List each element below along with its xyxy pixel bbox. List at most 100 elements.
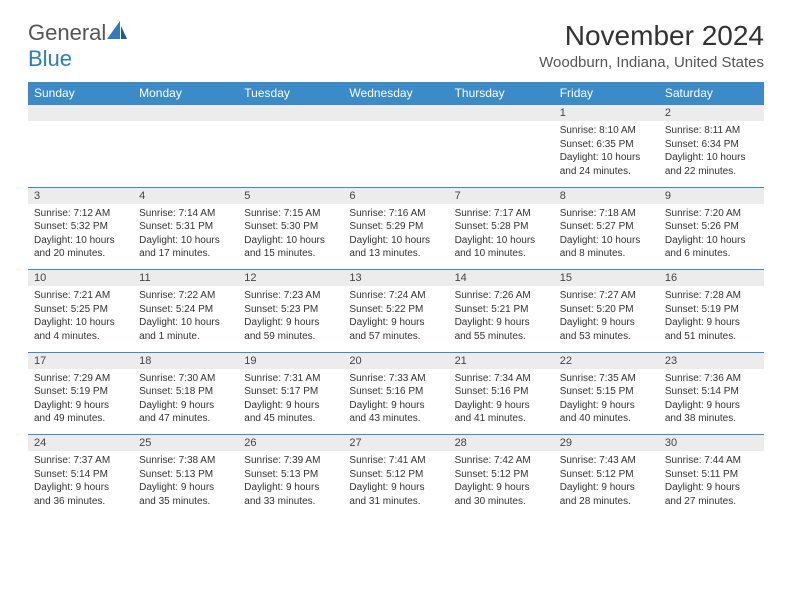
sunset-text: Sunset: 5:12 PM (455, 468, 548, 482)
day-body-cell: Sunrise: 7:43 AMSunset: 5:12 PMDaylight:… (554, 451, 659, 517)
day-body-cell: Sunrise: 7:37 AMSunset: 5:14 PMDaylight:… (28, 451, 133, 517)
daylight-text: Daylight: 10 hours and 6 minutes. (665, 234, 758, 261)
daylight-text: Daylight: 10 hours and 10 minutes. (455, 234, 548, 261)
day-header: Saturday (659, 82, 764, 105)
day-body-cell: Sunrise: 7:14 AMSunset: 5:31 PMDaylight:… (133, 204, 238, 270)
day-body-cell: Sunrise: 7:17 AMSunset: 5:28 PMDaylight:… (449, 204, 554, 270)
day-body-cell: Sunrise: 7:23 AMSunset: 5:23 PMDaylight:… (238, 286, 343, 352)
sunrise-text: Sunrise: 7:21 AM (34, 289, 127, 303)
daylight-text: Daylight: 10 hours and 20 minutes. (34, 234, 127, 261)
sunrise-text: Sunrise: 7:34 AM (455, 372, 548, 386)
day-number-cell (28, 105, 133, 122)
day-body-cell: Sunrise: 7:44 AMSunset: 5:11 PMDaylight:… (659, 451, 764, 517)
day-body-cell: Sunrise: 7:26 AMSunset: 5:21 PMDaylight:… (449, 286, 554, 352)
daylight-text: Daylight: 10 hours and 15 minutes. (244, 234, 337, 261)
sunrise-text: Sunrise: 7:18 AM (560, 207, 653, 221)
sail-icon (106, 20, 128, 40)
day-body-cell (28, 121, 133, 187)
week-body-row: Sunrise: 7:21 AMSunset: 5:25 PMDaylight:… (28, 286, 764, 352)
sunset-text: Sunset: 5:19 PM (665, 303, 758, 317)
month-title: November 2024 (539, 20, 764, 52)
sunrise-text: Sunrise: 7:26 AM (455, 289, 548, 303)
day-number-cell: 3 (28, 187, 133, 204)
day-number-cell: 2 (659, 105, 764, 122)
day-number-cell: 26 (238, 435, 343, 452)
day-number-cell: 18 (133, 352, 238, 369)
day-number-cell: 27 (343, 435, 448, 452)
day-body-cell: Sunrise: 8:11 AMSunset: 6:34 PMDaylight:… (659, 121, 764, 187)
day-body-cell: Sunrise: 7:38 AMSunset: 5:13 PMDaylight:… (133, 451, 238, 517)
sunset-text: Sunset: 5:26 PM (665, 220, 758, 234)
sunrise-text: Sunrise: 7:39 AM (244, 454, 337, 468)
sunrise-text: Sunrise: 7:44 AM (665, 454, 758, 468)
week-body-row: Sunrise: 7:37 AMSunset: 5:14 PMDaylight:… (28, 451, 764, 517)
day-number-cell: 12 (238, 270, 343, 287)
sunrise-text: Sunrise: 7:35 AM (560, 372, 653, 386)
logo-text: General Blue (28, 20, 128, 72)
day-number-cell: 6 (343, 187, 448, 204)
daylight-text: Daylight: 9 hours and 30 minutes. (455, 481, 548, 508)
day-number-cell (449, 105, 554, 122)
day-number-cell: 15 (554, 270, 659, 287)
sunset-text: Sunset: 5:29 PM (349, 220, 442, 234)
sunrise-text: Sunrise: 8:11 AM (665, 124, 758, 138)
day-body-cell (238, 121, 343, 187)
sunset-text: Sunset: 5:30 PM (244, 220, 337, 234)
week-number-row: 3456789 (28, 187, 764, 204)
day-number-cell: 8 (554, 187, 659, 204)
daylight-text: Daylight: 9 hours and 47 minutes. (139, 399, 232, 426)
day-body-cell: Sunrise: 7:31 AMSunset: 5:17 PMDaylight:… (238, 369, 343, 435)
logo: General Blue (28, 20, 128, 72)
title-block: November 2024 Woodburn, Indiana, United … (539, 20, 764, 71)
day-body-cell: Sunrise: 8:10 AMSunset: 6:35 PMDaylight:… (554, 121, 659, 187)
daylight-text: Daylight: 9 hours and 49 minutes. (34, 399, 127, 426)
day-body-cell: Sunrise: 7:35 AMSunset: 5:15 PMDaylight:… (554, 369, 659, 435)
day-number-cell: 28 (449, 435, 554, 452)
sunset-text: Sunset: 5:24 PM (139, 303, 232, 317)
sunset-text: Sunset: 5:13 PM (244, 468, 337, 482)
day-number-cell: 29 (554, 435, 659, 452)
day-number-cell (238, 105, 343, 122)
sunrise-text: Sunrise: 7:17 AM (455, 207, 548, 221)
day-number-cell: 16 (659, 270, 764, 287)
daylight-text: Daylight: 9 hours and 31 minutes. (349, 481, 442, 508)
sunset-text: Sunset: 5:22 PM (349, 303, 442, 317)
day-body-cell: Sunrise: 7:33 AMSunset: 5:16 PMDaylight:… (343, 369, 448, 435)
day-body-cell: Sunrise: 7:22 AMSunset: 5:24 PMDaylight:… (133, 286, 238, 352)
day-number-cell: 17 (28, 352, 133, 369)
day-number-cell: 13 (343, 270, 448, 287)
sunrise-text: Sunrise: 8:10 AM (560, 124, 653, 138)
day-body-cell: Sunrise: 7:18 AMSunset: 5:27 PMDaylight:… (554, 204, 659, 270)
sunset-text: Sunset: 5:12 PM (349, 468, 442, 482)
day-header: Tuesday (238, 82, 343, 105)
day-number-cell: 5 (238, 187, 343, 204)
daylight-text: Daylight: 9 hours and 45 minutes. (244, 399, 337, 426)
daylight-text: Daylight: 9 hours and 28 minutes. (560, 481, 653, 508)
day-number-cell: 4 (133, 187, 238, 204)
sunset-text: Sunset: 5:12 PM (560, 468, 653, 482)
day-body-cell: Sunrise: 7:30 AMSunset: 5:18 PMDaylight:… (133, 369, 238, 435)
daylight-text: Daylight: 10 hours and 4 minutes. (34, 316, 127, 343)
sunset-text: Sunset: 5:19 PM (34, 385, 127, 399)
week-body-row: Sunrise: 8:10 AMSunset: 6:35 PMDaylight:… (28, 121, 764, 187)
day-number-cell: 24 (28, 435, 133, 452)
day-number-cell: 30 (659, 435, 764, 452)
sunrise-text: Sunrise: 7:38 AM (139, 454, 232, 468)
sunrise-text: Sunrise: 7:42 AM (455, 454, 548, 468)
sunrise-text: Sunrise: 7:41 AM (349, 454, 442, 468)
sunset-text: Sunset: 5:14 PM (665, 385, 758, 399)
sunrise-text: Sunrise: 7:43 AM (560, 454, 653, 468)
sunset-text: Sunset: 5:15 PM (560, 385, 653, 399)
day-number-cell: 7 (449, 187, 554, 204)
daylight-text: Daylight: 9 hours and 57 minutes. (349, 316, 442, 343)
day-number-cell: 19 (238, 352, 343, 369)
sunset-text: Sunset: 5:25 PM (34, 303, 127, 317)
day-body-cell (449, 121, 554, 187)
week-number-row: 24252627282930 (28, 435, 764, 452)
sunset-text: Sunset: 5:32 PM (34, 220, 127, 234)
logo-word-general: General (28, 20, 106, 45)
day-number-cell: 20 (343, 352, 448, 369)
day-number-cell: 22 (554, 352, 659, 369)
daylight-text: Daylight: 9 hours and 33 minutes. (244, 481, 337, 508)
day-body-cell: Sunrise: 7:41 AMSunset: 5:12 PMDaylight:… (343, 451, 448, 517)
